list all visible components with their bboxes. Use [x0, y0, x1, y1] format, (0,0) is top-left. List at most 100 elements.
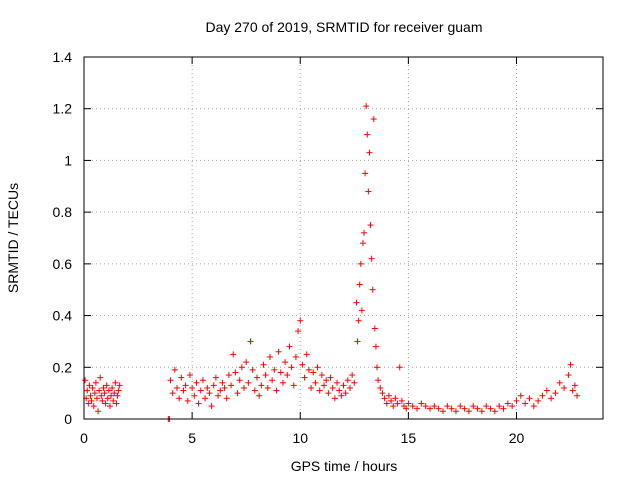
data-point	[269, 377, 276, 384]
data-point	[232, 369, 239, 376]
data-point	[277, 369, 284, 376]
data-point	[359, 240, 366, 247]
data-point	[513, 397, 520, 404]
data-point	[535, 397, 542, 404]
data-point	[303, 351, 310, 358]
data-point	[95, 408, 102, 415]
data-point	[357, 260, 364, 267]
data-point	[86, 382, 93, 389]
data-point	[478, 408, 485, 415]
data-point	[366, 149, 373, 156]
data-point	[504, 400, 511, 407]
x-tick-label: 5	[188, 430, 196, 446]
y-tick-label: 1	[64, 152, 72, 168]
data-point	[184, 397, 191, 404]
data-point	[346, 384, 353, 391]
data-point	[99, 397, 106, 404]
data-point	[167, 377, 174, 384]
data-point	[258, 382, 265, 389]
plot-frame	[83, 56, 604, 420]
data-point	[457, 403, 464, 410]
y-tick-label: 0.4	[53, 308, 73, 324]
data-point	[390, 403, 397, 410]
data-point	[368, 255, 375, 262]
data-point	[208, 403, 215, 410]
data-point	[431, 403, 438, 410]
data-point	[354, 338, 361, 345]
data-point	[178, 374, 185, 381]
data-point	[465, 408, 472, 415]
data-point	[364, 131, 371, 138]
data-point	[238, 364, 245, 371]
data-point	[362, 170, 369, 177]
data-point	[571, 382, 578, 389]
data-point	[219, 379, 226, 386]
data-point	[363, 103, 370, 110]
data-point	[112, 379, 119, 386]
data-point	[310, 369, 317, 376]
y-tick-label: 0.6	[53, 256, 73, 272]
data-point	[392, 395, 399, 402]
data-point	[394, 400, 401, 407]
data-point	[256, 392, 263, 399]
data-point	[381, 395, 388, 402]
data-point	[356, 281, 363, 288]
data-point	[414, 405, 421, 412]
data-point	[197, 387, 204, 394]
data-point	[171, 366, 178, 373]
data-point	[206, 390, 213, 397]
y-tick-label: 0	[64, 411, 72, 427]
data-point	[491, 408, 498, 415]
data-point	[338, 392, 345, 399]
data-point	[344, 377, 351, 384]
data-point	[371, 325, 378, 332]
data-point	[444, 403, 451, 410]
data-point	[369, 286, 376, 293]
data-point	[91, 390, 98, 397]
data-point	[292, 353, 299, 360]
ticks: 0 5 10 15 20 0 0.2 0.4 0.6 0.8 1 1.2 1.4	[53, 49, 603, 446]
data-point	[461, 405, 468, 412]
data-point	[186, 372, 193, 379]
data-point	[334, 379, 341, 386]
data-point	[249, 366, 256, 373]
data-point	[243, 359, 250, 366]
data-point	[202, 395, 209, 402]
data-point	[543, 387, 550, 394]
data-point	[260, 361, 267, 368]
data-point	[367, 222, 374, 229]
data-point	[342, 390, 349, 397]
data-point	[254, 374, 260, 381]
data-point	[100, 384, 107, 391]
data-point	[301, 374, 308, 381]
data-point	[383, 400, 390, 407]
data-point	[82, 377, 89, 384]
data-point	[169, 390, 176, 397]
data-point	[109, 384, 116, 391]
data-point	[522, 400, 529, 407]
data-point	[223, 395, 230, 402]
x-tick-label: 0	[80, 430, 88, 446]
data-point	[84, 387, 91, 394]
data-point	[215, 392, 222, 399]
data-point	[556, 379, 563, 386]
data-point	[500, 405, 507, 412]
data-point	[245, 379, 252, 386]
data-point	[273, 387, 280, 394]
data-point	[101, 390, 108, 397]
data-point	[193, 379, 200, 386]
data-point	[358, 307, 365, 314]
data-point	[299, 361, 306, 368]
data-point	[297, 317, 304, 324]
data-point	[483, 403, 490, 410]
data-point	[189, 384, 196, 391]
data-point	[372, 343, 379, 350]
y-tick-label: 1.2	[53, 101, 73, 117]
data-point	[561, 384, 568, 391]
data-point	[316, 387, 323, 394]
data-point	[539, 392, 546, 399]
data-point	[305, 366, 312, 373]
data-point	[509, 403, 516, 410]
data-point	[236, 377, 243, 384]
